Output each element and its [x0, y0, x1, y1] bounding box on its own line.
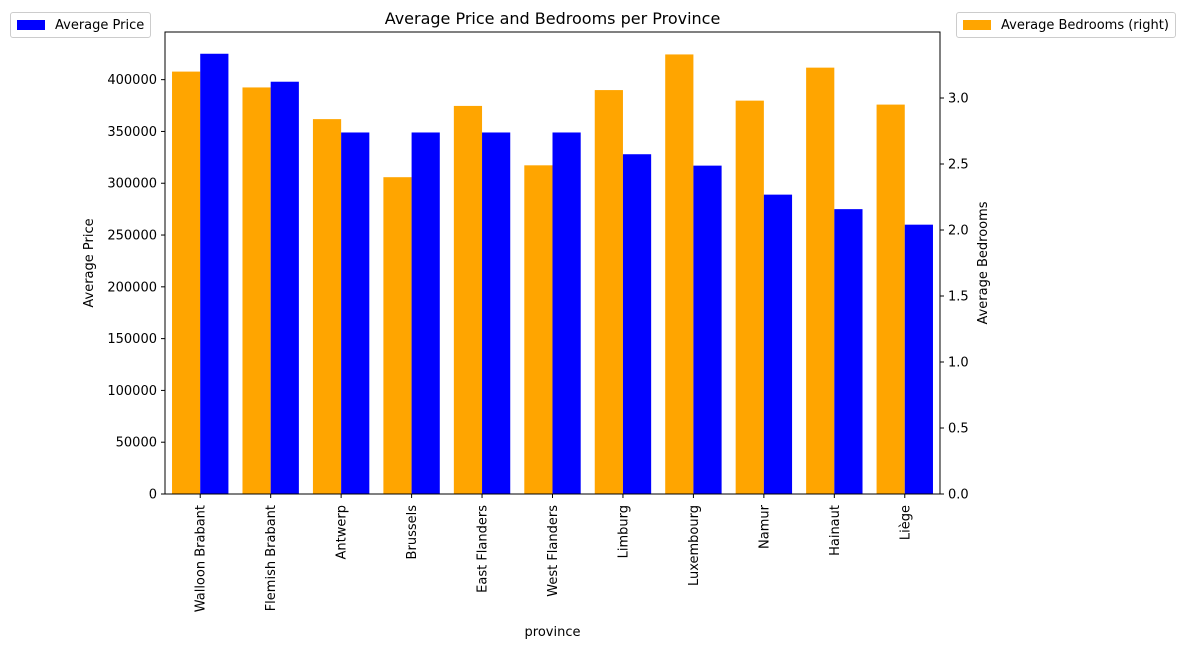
bar-bedrooms-10 [876, 104, 905, 494]
bar-bedrooms-2 [312, 119, 342, 495]
right-tick-label: 1.0 [948, 356, 969, 371]
right-y-axis-label: Average Bedrooms [976, 201, 991, 324]
x-tick-label: Liège [898, 505, 913, 540]
x-tick-label: Flemish Brabant [264, 505, 279, 611]
legend-label-average-price: Average Price [55, 17, 145, 33]
bar-bedrooms-9 [806, 67, 835, 494]
left-y-axis-label: Average Price [82, 218, 97, 307]
bar-price-6 [622, 154, 652, 494]
bar-bedrooms-7 [665, 54, 694, 494]
left-tick-label: 100000 [107, 384, 157, 399]
x-tick-label: Limburg [616, 505, 631, 558]
right-tick-label: 0.0 [948, 488, 969, 503]
x-axis-label: province [525, 625, 581, 640]
bars-group [172, 53, 933, 495]
right-tick-label: 0.5 [948, 422, 969, 437]
bar-price-1 [270, 81, 299, 494]
bar-bedrooms-0 [172, 71, 201, 494]
bar-price-7 [693, 165, 722, 494]
x-tick-label: Walloon Brabant [194, 505, 209, 612]
right-y-axis: 0.0 0.5 1.0 1.5 2.0 2.5 3.0 [940, 92, 969, 503]
bar-bedrooms-4 [453, 105, 483, 495]
left-tick-label: 350000 [107, 125, 157, 140]
legend-label-average-bedrooms: Average Bedrooms (right) [1001, 17, 1169, 33]
left-tick-label: 150000 [107, 332, 157, 347]
bar-bedrooms-5 [524, 165, 553, 494]
plot-frame [164, 31, 941, 495]
x-tick-label: East Flanders [476, 505, 491, 593]
bar-price-3 [411, 132, 440, 494]
bar-bedrooms-8 [735, 100, 764, 494]
chart-title: Average Price and Bedrooms per Province [385, 9, 721, 28]
left-y-axis: 0 50000 100000 150000 200000 250000 300000 3500… [107, 73, 165, 503]
bar-price-8 [763, 194, 793, 494]
right-tick-label: 2.0 [948, 224, 969, 239]
left-tick-label: 300000 [107, 177, 157, 192]
bar-price-0 [200, 53, 229, 495]
bar-price-2 [341, 132, 370, 494]
bar-bedrooms-6 [594, 90, 623, 494]
right-tick-label: 2.5 [948, 158, 969, 173]
legend-average-bedrooms: Average Bedrooms (right) [956, 12, 1176, 38]
bar-price-4 [482, 132, 511, 494]
x-tick-label: Luxembourg [687, 505, 702, 586]
right-tick-label: 3.0 [948, 92, 969, 107]
left-tick-label: 400000 [107, 73, 157, 88]
right-tick-label: 1.5 [948, 290, 969, 305]
x-tick-label: Antwerp [335, 505, 350, 559]
bar-price-10 [904, 224, 933, 494]
legend-swatch-blue [17, 20, 45, 30]
bar-bedrooms-1 [242, 87, 271, 494]
x-tick-label: Brussels [405, 505, 420, 560]
bar-price-5 [552, 132, 581, 494]
x-axis: Walloon Brabant Flemish Brabant Antwerp Bru… [194, 494, 913, 612]
x-tick-label: Hainaut [828, 505, 843, 556]
bar-price-9 [834, 209, 863, 494]
left-tick-label: 0 [149, 488, 157, 503]
left-tick-label: 200000 [107, 280, 157, 295]
left-tick-label: 250000 [107, 229, 157, 244]
bar-bedrooms-3 [383, 177, 412, 494]
legend-swatch-orange [963, 20, 991, 30]
x-tick-label: Namur [757, 504, 772, 549]
x-tick-label: West Flanders [546, 505, 561, 597]
legend-average-price: Average Price [10, 12, 152, 38]
left-tick-label: 50000 [116, 436, 157, 451]
